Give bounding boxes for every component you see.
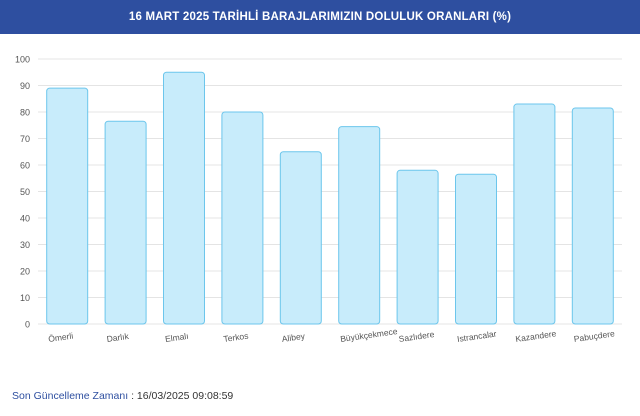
bar-darlık[interactable] [104,120,147,325]
bar-büyükçekmece[interactable] [338,126,381,325]
y-tick-label: 60 [20,161,30,171]
x-tick-label: Istrancalar [456,329,497,344]
bar-kazandere[interactable] [513,103,556,325]
x-tick-label: Ömerli [48,331,74,344]
y-tick-label: 90 [20,81,30,91]
bar-chart: 0 10 20 30 40 50 60 70 80 90 100 Ömerli Darlık Elmal… [0,34,640,384]
bar-elmalı[interactable] [163,71,205,325]
x-axis-labels: Ömerli Darlık Elmalı Terkos Alibey Büyükçekme… [48,326,616,344]
bar-istrancalar[interactable] [455,173,497,325]
y-tick-label: 80 [20,108,30,118]
y-tick-label: 100 [15,55,30,65]
chart-header: 16 MART 2025 TARİHLİ BARAJLARIMIZIN DOLU… [0,0,640,34]
chart-title: 16 MART 2025 TARİHLİ BARAJLARIMIZIN DOLU… [128,11,512,23]
x-tick-label: Büyükçekmece [340,326,399,344]
y-axis-ticks: 0 10 20 30 40 50 60 70 80 90 100 [15,55,30,330]
x-tick-label: Elmalı [164,331,189,344]
last-updated-separator: : [128,390,137,402]
y-tick-label: 10 [20,293,30,303]
bars [46,71,614,325]
last-updated: Son Güncelleme Zamanı : 16/03/2025 09:08… [12,390,233,402]
last-updated-label: Son Güncelleme Zamanı [12,390,129,402]
x-tick-label: Terkos [223,331,249,344]
y-tick-label: 70 [20,134,30,144]
bar-terkos[interactable] [221,111,264,325]
bar-pabuçdere[interactable] [571,107,614,325]
x-tick-label: Darlık [106,331,130,344]
y-tick-label: 30 [20,240,30,250]
bar-ömerli[interactable] [46,87,89,325]
y-tick-label: 50 [20,187,30,197]
x-tick-label: Sazlıdere [398,329,435,344]
y-tick-label: 0 [25,320,30,330]
x-tick-label: Kazandere [515,328,557,344]
last-updated-value: 16/03/2025 09:08:59 [136,390,234,402]
bar-alibey[interactable] [279,151,322,325]
y-tick-label: 20 [20,267,30,277]
y-tick-label: 40 [20,214,30,224]
x-tick-label: Alibey [281,331,306,344]
bar-sazlıdere[interactable] [396,169,439,325]
x-tick-label: Pabuçdere [573,328,615,344]
bar-chart-svg: 0 10 20 30 40 50 60 70 80 90 100 Ömerli Darlık Elmal… [15,55,622,344]
